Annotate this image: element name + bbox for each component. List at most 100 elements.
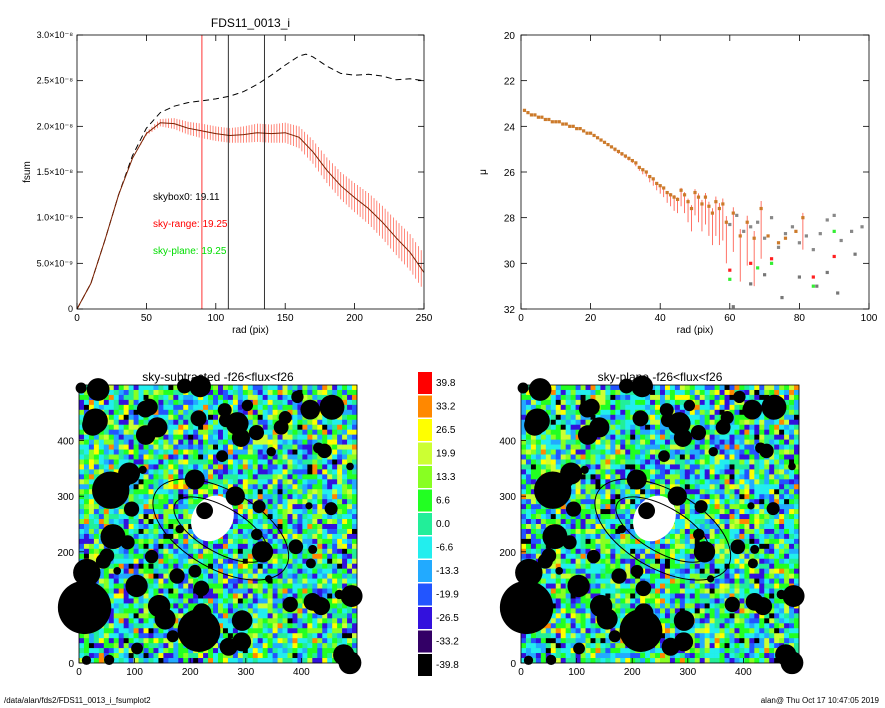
map-cell [262, 444, 268, 450]
map-cell [133, 603, 139, 609]
map-cell [277, 484, 283, 490]
map-cell [575, 563, 581, 569]
map-cell [272, 439, 278, 445]
map-cell [620, 583, 626, 589]
map-cell [272, 658, 278, 664]
map-cell [193, 593, 199, 599]
map-cell [163, 553, 169, 560]
map-cell [307, 638, 313, 644]
map-cell [312, 633, 318, 639]
map-cell [322, 504, 328, 510]
map-cell [103, 404, 110, 411]
map-cell [555, 439, 562, 445]
map-cell [610, 603, 616, 609]
map-cell [595, 469, 601, 475]
map-cell [525, 528, 532, 535]
map-cell [79, 504, 85, 510]
map-cell [222, 484, 229, 490]
map-cell [79, 509, 85, 515]
masked-source [169, 568, 185, 584]
map-cell [565, 578, 571, 584]
map-cell [307, 573, 313, 579]
map-cell [252, 608, 259, 614]
map-cell [297, 449, 303, 455]
map-cell [342, 563, 348, 569]
map-cell [257, 524, 263, 530]
map-cell [615, 489, 621, 495]
map-cell [545, 394, 552, 401]
map-cell [635, 434, 641, 440]
map-cell [555, 603, 562, 609]
map-cell [575, 603, 581, 609]
map-cell [342, 509, 348, 515]
map-cell [282, 558, 288, 565]
map-cell [327, 429, 333, 435]
map-cell [227, 583, 234, 589]
map-cell [550, 598, 557, 604]
map-cell [227, 598, 234, 604]
map-cell [302, 553, 308, 560]
map-cell [342, 414, 348, 421]
y-tick-label: 0 [68, 659, 74, 670]
map-cell [173, 533, 179, 540]
map-cell [530, 504, 537, 510]
map-cell [610, 434, 616, 440]
map-cell [590, 385, 596, 391]
map-cell [595, 394, 601, 401]
map-cell [550, 568, 557, 574]
map-cell [222, 548, 229, 555]
map-cell [262, 648, 268, 654]
masked-source [188, 564, 202, 578]
map-cell [575, 394, 581, 401]
map-cell [555, 409, 562, 416]
map-cell [560, 385, 566, 391]
map-cell [347, 509, 353, 515]
map-cell [615, 653, 621, 659]
map-cell [570, 409, 576, 416]
masked-source [305, 502, 313, 510]
map-cell [178, 414, 184, 421]
map-cell [173, 628, 179, 634]
map-cell [237, 588, 244, 594]
map-cell [555, 444, 562, 450]
map-cell [640, 543, 646, 550]
map-cell [193, 449, 199, 455]
map-cell [257, 459, 263, 465]
map-cell [535, 464, 542, 470]
map-cell [327, 459, 333, 465]
map-cell [227, 385, 234, 391]
map-cell [213, 608, 219, 614]
map-cell [545, 454, 552, 460]
map-cell [128, 563, 134, 569]
map-cell [222, 394, 229, 401]
map-cell [287, 588, 293, 594]
map-cell [88, 399, 95, 406]
map-cell [302, 424, 308, 430]
map-cell [148, 658, 154, 664]
map-cell [560, 504, 566, 510]
masked-source [218, 413, 233, 428]
map-cell [242, 479, 249, 485]
map-cell [595, 628, 601, 634]
colorbar-swatch [418, 372, 432, 394]
map-cell [118, 504, 124, 510]
map-cell [108, 459, 115, 465]
map-cell [530, 489, 537, 495]
map-cell [138, 558, 144, 565]
map-cell [521, 464, 527, 470]
map-cell [600, 588, 606, 594]
map-cell [123, 514, 129, 520]
map-cell [257, 444, 263, 450]
map-cell [83, 528, 90, 535]
map-cell [327, 514, 333, 520]
map-cell [257, 414, 263, 421]
map-cell [545, 573, 552, 579]
map-cell [347, 469, 353, 475]
map-cell [232, 548, 239, 555]
map-cell [158, 434, 164, 440]
masked-source [305, 558, 316, 569]
map-cell [625, 444, 631, 450]
map-cell [183, 394, 189, 401]
map-cell [133, 454, 139, 460]
map-cell [218, 389, 224, 396]
